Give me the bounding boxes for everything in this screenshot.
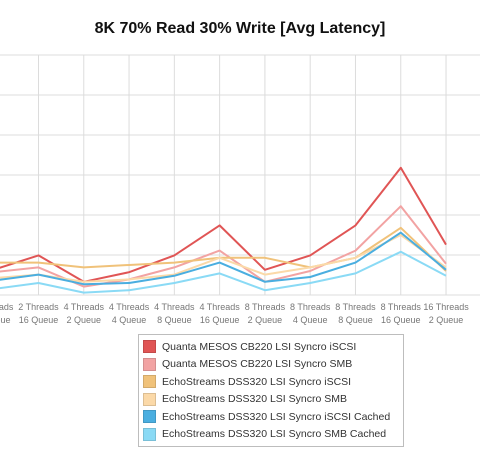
x-tick-label: 8 Threads 8 Queue — [335, 302, 376, 325]
x-tick-label: 4 Threads 8 Queue — [154, 302, 195, 325]
grid-lines — [0, 54, 480, 296]
x-tick-label: 4 Threads 2 Queue — [64, 302, 105, 325]
x-tick-label: 8 Threads 4 Queue — [290, 302, 331, 325]
legend-label: EchoStreams DSS320 LSI Syncro SMB — [162, 393, 347, 406]
legend-label: EchoStreams DSS320 LSI Syncro iSCSI — [162, 375, 352, 388]
legend-label: Quanta MESOS CB220 LSI Syncro SMB — [162, 358, 353, 371]
legend-item[interactable]: EchoStreams DSS320 LSI Syncro SMB — [139, 391, 403, 409]
legend-item[interactable]: EchoStreams DSS320 LSI Syncro iSCSI — [139, 373, 403, 391]
legend-item[interactable]: EchoStreams DSS320 LSI Syncro iSCSI Cach… — [139, 408, 403, 426]
legend-swatch — [143, 410, 156, 424]
legend-label: EchoStreams DSS320 LSI Syncro iSCSI Cach… — [162, 410, 391, 423]
x-tick-label: 4 Threads 4 Queue — [109, 302, 150, 325]
series-line[interactable] — [0, 250, 447, 294]
legend-swatch — [143, 392, 156, 406]
legend-swatch — [143, 427, 156, 441]
legend-swatch — [143, 357, 156, 371]
x-tick-label: 4 Threads 16 Queue — [199, 302, 240, 325]
legend-item[interactable]: Quanta MESOS CB220 LSI Syncro SMB — [139, 356, 403, 374]
series-lines — [0, 166, 447, 294]
legend: Quanta MESOS CB220 LSI Syncro iSCSI Quan… — [138, 334, 404, 447]
legend-label: EchoStreams DSS320 LSI Syncro SMB Cached — [162, 428, 387, 441]
x-tick-label: 16 Threads 2 Queue — [423, 302, 469, 325]
x-tick-label: 8 Threads 2 Queue — [245, 302, 286, 325]
legend-item[interactable]: EchoStreams DSS320 LSI Syncro SMB Cached — [139, 426, 403, 444]
legend-item[interactable]: Quanta MESOS CB220 LSI Syncro iSCSI — [139, 338, 403, 356]
series-line[interactable] — [0, 231, 447, 286]
chart-title: 8K 70% Read 30% Write [Avg Latency] — [94, 20, 386, 37]
legend-label: Quanta MESOS CB220 LSI Syncro iSCSI — [162, 340, 357, 353]
legend-swatch — [143, 375, 156, 389]
x-tick-label: 8 Threads 16 Queue — [381, 302, 422, 325]
series-line[interactable] — [0, 166, 447, 283]
legend-swatch — [143, 340, 156, 354]
x-tick-label: 2 Threads 16 Queue — [18, 302, 59, 325]
series-line[interactable] — [0, 234, 447, 283]
